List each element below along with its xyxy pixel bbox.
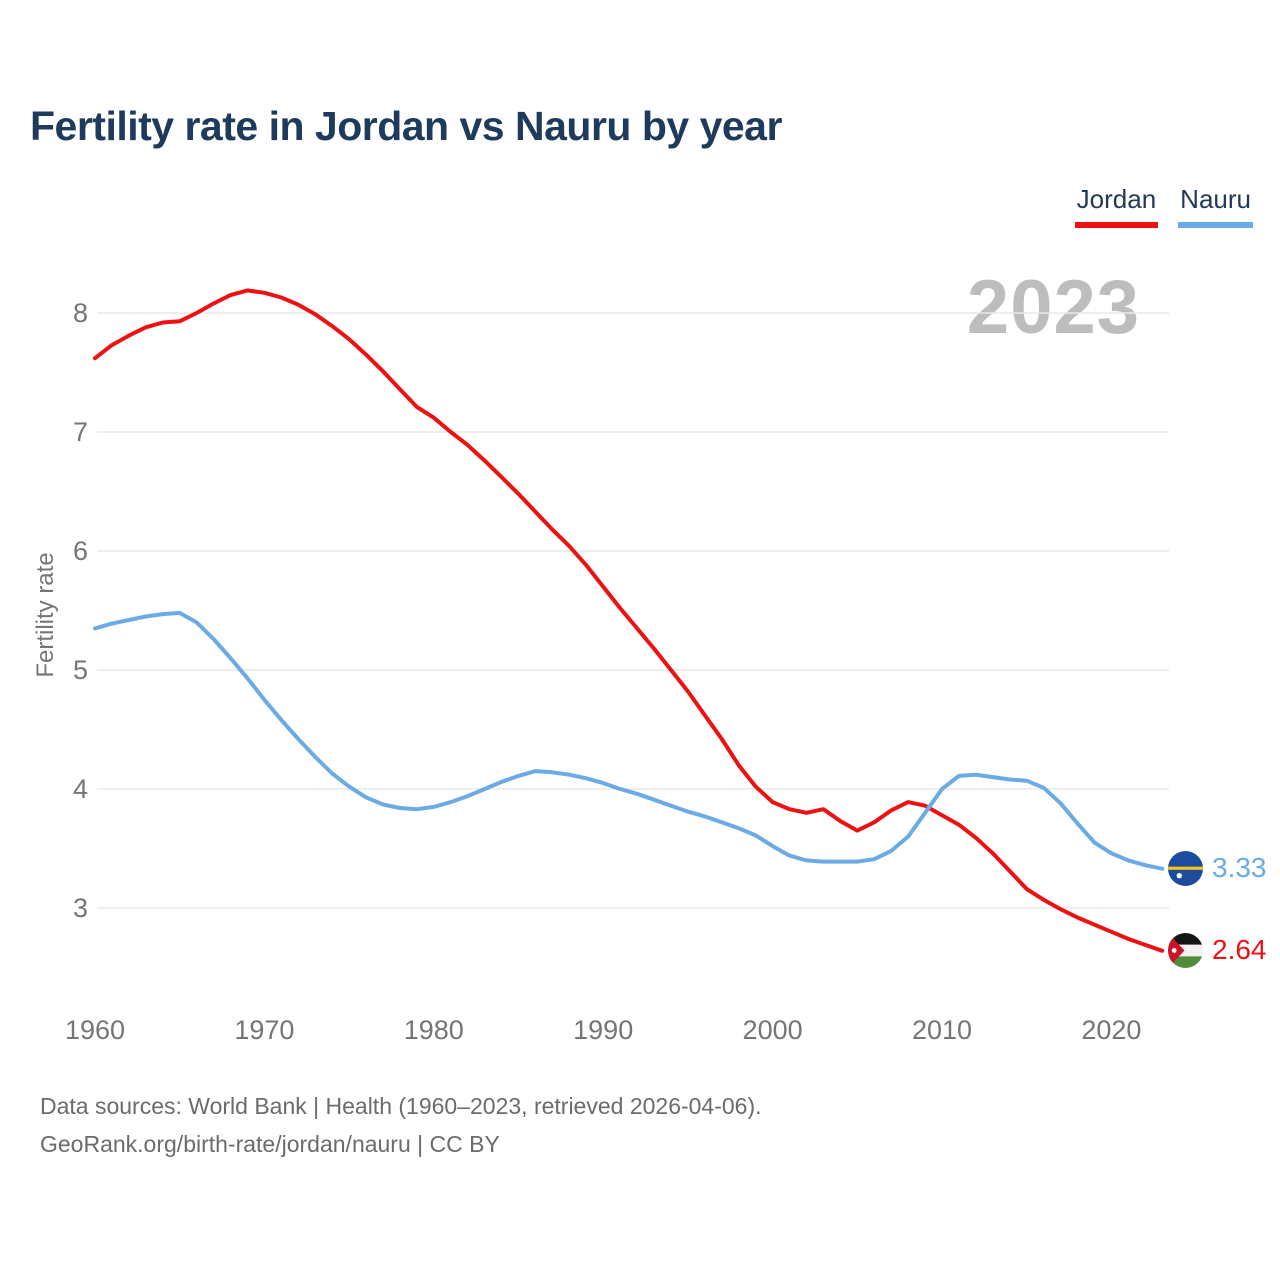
- footer-line-1: Data sources: World Bank | Health (1960–…: [40, 1093, 762, 1119]
- y-tick-label: 4: [72, 774, 88, 804]
- y-tick-label: 6: [72, 536, 88, 566]
- footer-line-2: GeoRank.org/birth-rate/jordan/nauru | CC…: [40, 1131, 500, 1157]
- page-title: Fertility rate in Jordan vs Nauru by yea…: [30, 103, 782, 149]
- legend-item-nauru[interactable]: Nauru: [1178, 184, 1253, 228]
- legend: Jordan Nauru: [1074, 184, 1253, 228]
- x-tick-label: 1980: [403, 1015, 464, 1045]
- legend-item-jordan[interactable]: Jordan: [1074, 184, 1159, 228]
- legend-label-nauru: Nauru: [1180, 184, 1251, 214]
- watermark-year: 2023: [966, 265, 1140, 350]
- x-tick-label: 2000: [742, 1015, 803, 1045]
- x-tick-label: 2020: [1081, 1015, 1142, 1045]
- end-label-nauru: 3.33: [1168, 850, 1267, 886]
- y-tick-label: 7: [72, 417, 88, 447]
- end-label-value: 2.64: [1212, 934, 1267, 966]
- series-line-nauru: [93, 610, 1165, 871]
- end-label-jordan: 2.64: [1168, 932, 1267, 968]
- series-line-jordan: [93, 288, 1165, 953]
- footer: Data sources: World Bank | Health (1960–…: [40, 1087, 762, 1163]
- y-tick-label: 8: [72, 298, 88, 328]
- x-tick-label: 1970: [234, 1015, 295, 1045]
- end-label-value: 3.33: [1212, 852, 1267, 884]
- nauru-flag-icon: [1168, 850, 1203, 886]
- legend-label-jordan: Jordan: [1076, 184, 1157, 214]
- y-tick-label: 5: [72, 655, 88, 685]
- jordan-flag-icon: [1168, 932, 1203, 968]
- x-tick-label: 1990: [573, 1015, 634, 1045]
- x-tick-label: 1960: [64, 1015, 126, 1045]
- x-tick-label: 2010: [911, 1015, 973, 1045]
- y-tick-label: 3: [72, 893, 88, 923]
